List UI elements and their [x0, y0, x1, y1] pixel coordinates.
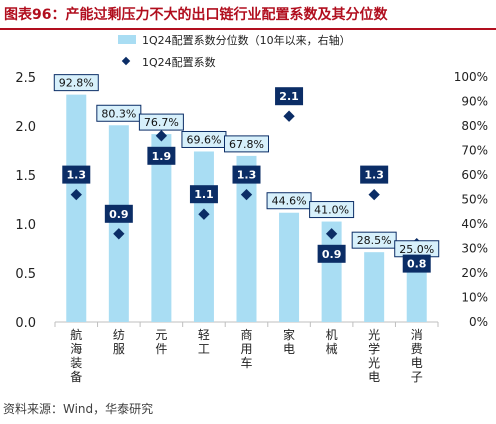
data-labels: 92.8% 80.3% 76.7% 69.6% 67.8% 44.6% 41.0% 28.5%… [53, 74, 440, 273]
y-left-tick-label: 0.5 [15, 267, 36, 282]
x-tick-label: 消费电子 [411, 328, 423, 384]
y-right-tick-label: 10% [461, 291, 488, 305]
legend-label-marker: 1Q24配置系数 [142, 56, 216, 69]
marker-label: 2.1 [279, 90, 299, 103]
marker-label-box [275, 87, 304, 106]
bar-label: 41.0% [314, 204, 349, 217]
bar-label: 69.6% [186, 133, 221, 146]
marker-label: 1.3 [67, 169, 87, 182]
y-right-tick-label: 90% [461, 95, 488, 109]
y-right-tick-label: 80% [461, 119, 488, 133]
y-right-tick-label: 100% [454, 70, 488, 84]
marker-label: 0.9 [109, 208, 129, 221]
marker-label-box [360, 165, 389, 184]
marker-point [240, 188, 253, 201]
y-left-tick-label: 2.5 [15, 71, 36, 86]
marker-point [198, 208, 210, 220]
bar [364, 252, 385, 322]
axes: 0.0 0.5 1.0 1.5 2.0 2.5 0% 10% 20% 30% 40% 50% 60% 70… [15, 70, 488, 384]
bar-label-box [309, 201, 355, 219]
bar [108, 125, 129, 322]
legend-swatch-marker [121, 56, 131, 66]
bar-label-box [224, 135, 269, 153]
y-right-tick-label: 40% [461, 217, 488, 231]
marker-label: 1.9 [152, 150, 172, 163]
x-tick-label: 元件 [155, 328, 167, 356]
bar [236, 155, 257, 322]
y-right-tick-label: 50% [461, 193, 488, 207]
bar-label: 25.0% [399, 243, 434, 256]
marker-label: 0.8 [407, 258, 427, 271]
chart: 1Q24配置系数分位数（10年以来，右轴） 1Q24配置系数 0.0 0.5 1.0 1… [15, 33, 488, 384]
y-left-tick-label: 1.5 [15, 169, 36, 184]
chart-title: 图表96：产能过剩压力不大的出口链行业配置系数及其分位数 [4, 7, 388, 23]
y-right-tick-label: 30% [461, 242, 488, 256]
bar [193, 151, 214, 322]
x-tick-label: 商用车 [240, 327, 252, 370]
bar-label: 44.6% [272, 195, 307, 208]
x-tick-label: 家电 [283, 327, 295, 356]
marker-label: 1.1 [194, 188, 214, 201]
x-tick-label: 机械 [326, 328, 338, 356]
marker-point [368, 188, 380, 201]
marker-label-box [62, 165, 91, 184]
x-tick-label: 纺服 [113, 328, 125, 356]
marker-label-box [317, 244, 346, 263]
bar-label-box [351, 231, 397, 249]
y-right-tick-label: 70% [461, 144, 488, 158]
bar-label: 67.8% [229, 138, 264, 151]
x-tick-label: 航海装备 [70, 327, 82, 384]
legend-label-bar: 1Q24配置系数分位数（10年以来，右轴） [142, 33, 351, 47]
bar-label: 80.3% [101, 107, 136, 120]
bar-label: 28.5% [357, 234, 392, 247]
bar-label-box [138, 113, 184, 131]
y-left-tick-label: 1.0 [15, 218, 36, 233]
bar-label: 92.8% [59, 77, 94, 90]
x-tick-label: 光学光电 [368, 328, 380, 384]
y-right-tick-label: 20% [461, 266, 488, 280]
bar [66, 94, 87, 322]
title-bar: 图表96：产能过剩压力不大的出口链行业配置系数及其分位数 [0, 0, 496, 30]
marker-label: 1.3 [237, 169, 257, 182]
marker-label-box [402, 254, 431, 273]
source-note: 资料来源：Wind，华泰研究 [3, 402, 154, 416]
legend: 1Q24配置系数分位数（10年以来，右轴） 1Q24配置系数 [118, 33, 351, 69]
marker-label: 1.3 [364, 169, 384, 182]
bar-label: 76.7% [144, 116, 179, 129]
bar [406, 260, 427, 322]
legend-swatch-bar [118, 35, 136, 44]
bar [151, 134, 172, 322]
marker-point [325, 228, 338, 240]
y-left-tick-label: 2.0 [15, 120, 36, 135]
y-right-tick-label: 60% [461, 168, 488, 182]
marker-label-box [147, 146, 176, 165]
bar [279, 212, 300, 322]
bar-label-box [96, 104, 142, 122]
marker-label-box [189, 185, 218, 204]
y-right-tick-label: 0% [469, 315, 488, 329]
bar-label-box [266, 192, 312, 210]
marker-label-box [232, 165, 261, 184]
x-tick-label: 轻工 [198, 328, 210, 356]
y-left-tick-label: 0.0 [15, 316, 36, 331]
bar-label-box [53, 74, 99, 92]
marker-label-box [104, 204, 133, 223]
marker-point [283, 110, 295, 122]
marker-label: 0.9 [322, 248, 342, 261]
